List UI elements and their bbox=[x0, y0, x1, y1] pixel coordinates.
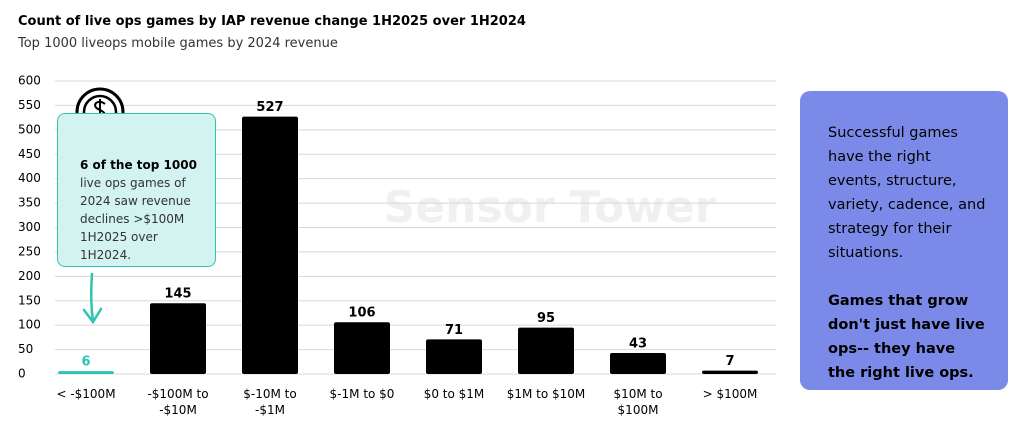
panel-text: Successful games have the right events, … bbox=[828, 125, 986, 261]
bar bbox=[334, 322, 390, 374]
value-label: 95 bbox=[537, 311, 555, 326]
y-tick-label: 450 bbox=[18, 147, 41, 161]
value-label: 43 bbox=[629, 337, 647, 352]
annotation-title: 6 of the top 1000 bbox=[80, 158, 197, 172]
arrow bbox=[82, 272, 103, 325]
bar bbox=[58, 371, 114, 374]
x-tick-label: $0 to $1M bbox=[423, 387, 485, 401]
chart-title: Count of live ops games by IAP revenue c… bbox=[18, 14, 526, 29]
y-tick-label: 50 bbox=[18, 342, 33, 356]
x-tick-label: $-1M to $0 bbox=[329, 387, 395, 401]
y-tick-label: 250 bbox=[18, 244, 41, 258]
chart-subtitle: Top 1000 liveops mobile games by 2024 re… bbox=[18, 36, 338, 51]
side-panel: Successful games have the right events, … bbox=[800, 91, 1008, 390]
bar bbox=[518, 327, 574, 374]
annotation-text: live ops games of 2024 saw revenue decli… bbox=[80, 176, 191, 262]
y-tick-label: 100 bbox=[18, 318, 41, 332]
bar bbox=[150, 303, 206, 374]
bar bbox=[426, 339, 482, 374]
bar bbox=[242, 116, 298, 375]
y-tick-label: 350 bbox=[18, 196, 41, 210]
value-label: 7 bbox=[725, 354, 734, 369]
value-label: 106 bbox=[348, 306, 375, 321]
x-tick-label: > $100M bbox=[702, 387, 758, 401]
value-label: 145 bbox=[164, 287, 191, 302]
y-tick-label: 600 bbox=[18, 74, 41, 88]
watermark: Sensor Tower bbox=[384, 182, 717, 233]
annotation: 6 of the top 1000 live ops games of 2024… bbox=[57, 113, 216, 267]
x-tick-label: $10M to $100M bbox=[613, 387, 663, 417]
panel-emphasis: Games that grow don't just have live ops… bbox=[828, 293, 985, 381]
y-tick-label: 500 bbox=[18, 122, 41, 136]
value-label: 6 bbox=[81, 355, 90, 370]
x-tick-label: < -$100M bbox=[56, 387, 116, 401]
bar bbox=[610, 353, 666, 374]
y-tick-label: 150 bbox=[18, 293, 41, 307]
bar bbox=[702, 370, 758, 374]
y-tick-label: 200 bbox=[18, 269, 41, 283]
y-tick-label: 300 bbox=[18, 220, 41, 234]
x-tick-label: -$100M to -$10M bbox=[147, 387, 209, 417]
y-tick-label: 400 bbox=[18, 171, 41, 185]
y-tick-label: 550 bbox=[18, 98, 41, 112]
x-tick-label: $1M to $10M bbox=[506, 387, 586, 401]
y-tick-label: 0 bbox=[18, 367, 26, 381]
x-tick-label: $-10M to -$1M bbox=[243, 387, 297, 417]
value-label: 527 bbox=[256, 100, 283, 115]
value-label: 71 bbox=[445, 323, 463, 338]
